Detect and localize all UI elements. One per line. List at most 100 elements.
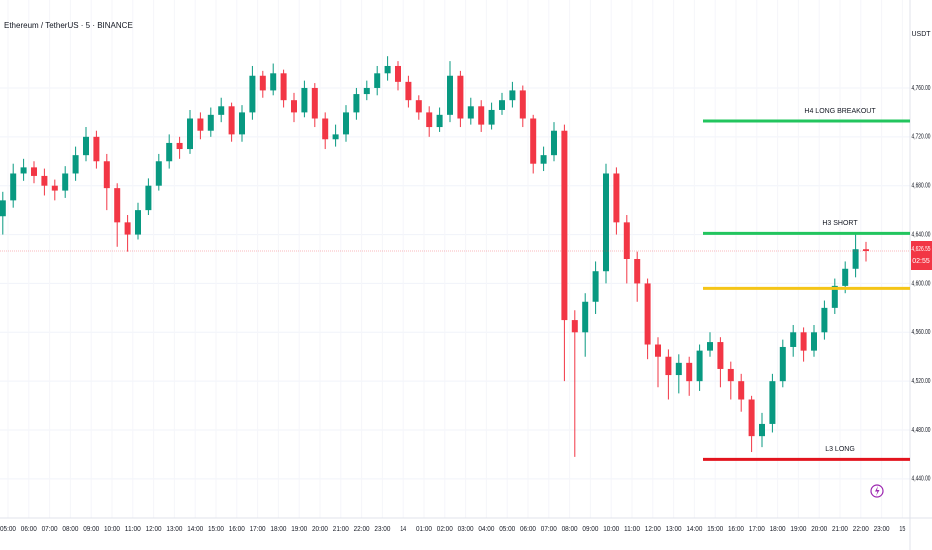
candle-body [592,271,599,302]
candle-body [779,346,786,382]
x-tick-label: 12:00 [645,526,661,533]
last-price-box [911,240,932,270]
x-tick-label: 17:00 [250,526,266,533]
x-tick-label: 11:00 [624,526,640,533]
candle-body [0,200,6,217]
countdown-label: 02:55 [912,258,930,265]
x-tick-label: 17:00 [749,526,765,533]
x-tick-label: 18:00 [770,526,786,533]
candle-body [166,142,173,162]
candle-body [239,112,245,135]
x-tick-label: 21:00 [832,526,848,533]
chart-title: Ethereum / TetherUS · 5 · BINANCE [4,21,133,30]
x-tick-label: 15:00 [208,526,224,533]
candle-body [717,342,724,369]
candle-body [363,87,370,95]
candle-body [655,344,661,357]
candle-body [665,356,672,376]
candle-body [384,65,391,74]
candle-body [530,118,537,164]
x-tick-label: 08:00 [62,526,78,533]
candle-body [613,173,620,223]
candle-body [447,75,453,115]
x-tick-label: 18:00 [270,526,286,533]
grid [0,87,910,480]
candle-body [603,173,609,272]
candle-body [228,106,235,135]
candle-body [20,167,27,174]
candle-body [103,161,110,189]
candle-body [332,134,339,140]
level-label: L3 LONG [825,446,855,453]
candle-body [488,109,495,125]
x-tick-label: 20:00 [811,526,827,533]
y-tick-label: 4,760.00 [912,85,931,92]
alert-icon-bolt[interactable] [875,486,880,496]
candle-body [124,222,131,235]
candle-body [707,342,713,351]
candle-body [467,106,474,119]
x-tick-label: 14 [400,526,406,533]
y-tick-label: 4,640.00 [912,231,931,238]
x-tick-label: 05:00 [499,526,515,533]
candle-body [842,268,849,286]
currency-label: USDT [911,31,931,38]
candle-body [270,73,277,91]
candle-body [176,142,183,150]
x-tick-label: 07:00 [42,526,58,533]
candle-body [249,75,256,113]
candle-body [93,136,100,162]
candle-body [509,90,516,101]
candle-body [821,307,828,333]
candle-body [405,81,412,101]
candle-body [322,118,329,140]
x-tick-label: 03:00 [458,526,474,533]
candle-body [311,87,318,119]
candle-body [696,350,703,382]
candle-body [301,87,308,113]
candle-body [259,75,266,91]
x-tick-label: 23:00 [874,526,890,533]
candle-body [561,130,568,321]
candle-body [769,381,776,424]
x-tick-label: 09:00 [582,526,598,533]
y-tick-label: 4,520.00 [912,378,931,385]
candle-body [623,222,630,259]
x-tick-label: 13:00 [166,526,182,533]
x-tick-label: 05:00 [0,526,16,533]
candle-body [436,114,443,128]
candle-body [727,368,734,382]
candle-body [291,100,297,113]
x-tick-label: 01:00 [416,526,432,533]
candle-body [145,185,152,211]
candle-body [863,249,869,251]
x-tick-label: 02:00 [437,526,453,533]
x-tick-label: 19:00 [291,526,307,533]
x-tick-label: 12:00 [146,526,162,533]
candle-body [135,210,141,235]
candle-body [738,381,745,400]
candle-body [280,73,287,101]
candle-body [374,73,381,88]
candle-body [51,185,58,191]
alert-icon[interactable] [870,484,884,498]
candle-body [644,283,651,345]
candle-body [62,173,69,191]
candle-body [790,332,797,347]
candle-body [571,320,578,333]
y-tick-label: 4,560.00 [912,329,931,336]
candle-body [831,285,838,308]
x-tick-label: 04:00 [478,526,494,533]
x-tick-label: 06:00 [520,526,536,533]
level-label: H4 LONG BREAKOUT [804,108,876,115]
candle-body [114,188,121,223]
candle-body [675,362,682,376]
x-tick-label: 09:00 [83,526,99,533]
y-tick-label: 4,720.00 [912,134,931,141]
candle-body [519,90,526,119]
candle-body [353,94,360,113]
candle-body [343,112,349,135]
x-tick-label: 15:00 [707,526,723,533]
x-tick-label: 15 [899,526,905,533]
